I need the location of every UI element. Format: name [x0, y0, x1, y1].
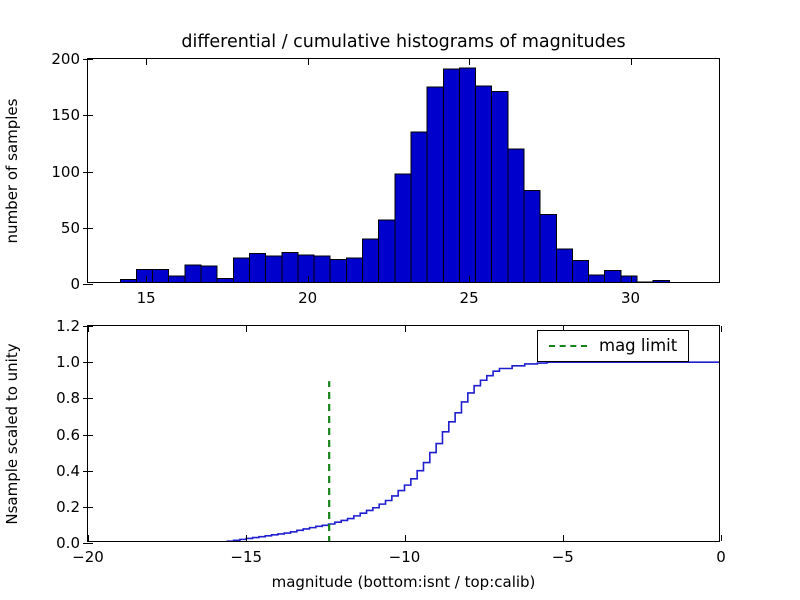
bottom-x-tick-bottom: [405, 535, 406, 541]
bottom-x-tick-top: [246, 326, 247, 332]
top-x-tick-top: [146, 59, 147, 65]
top-histogram-axes: number of samples 050100150200 15202530: [87, 58, 720, 283]
top-y-tick-inner: [88, 172, 93, 173]
top-x-tick-bottom: [631, 276, 632, 282]
bottom-x-axis-label: magnitude (bottom:isnt / top:calib): [88, 573, 719, 591]
top-y-tick-inner: [88, 228, 93, 229]
top-x-tick-label: 20: [298, 289, 317, 307]
bottom-cumulative-axes: mag limit Nsample scaled to unity magnit…: [87, 325, 720, 542]
bottom-y-tick-inner: [88, 362, 93, 363]
top-y-tick-inner: [88, 115, 93, 116]
top-x-tick-label: 15: [137, 289, 156, 307]
differential-histogram-bars: [88, 59, 719, 282]
bottom-x-tick-bottom: [563, 535, 564, 541]
top-x-tick-bottom: [146, 276, 147, 282]
bottom-y-tick-label: 1.0: [56, 353, 80, 371]
bottom-x-tick-label: 0: [716, 548, 726, 566]
bottom-x-tick-label: −20: [72, 548, 104, 566]
top-y-tick-label: 100: [51, 163, 80, 181]
mag-limit-legend-dash-icon: [549, 345, 587, 347]
top-y-tick-label: 200: [51, 50, 80, 68]
bottom-y-tick-inner: [88, 398, 93, 399]
bottom-y-tick-label: 0.8: [56, 389, 80, 407]
top-y-axis-label: number of samples: [3, 98, 21, 243]
top-x-tick-top: [308, 59, 309, 65]
bottom-x-tick-label: −5: [552, 548, 574, 566]
top-y-tick-label: 150: [51, 106, 80, 124]
bottom-y-axis-label: Nsample scaled to unity: [3, 343, 21, 524]
bottom-y-tick-inner: [88, 507, 93, 508]
top-y-tick-inner: [88, 59, 93, 60]
bottom-x-tick-top: [405, 326, 406, 332]
bottom-y-tick-inner: [88, 471, 93, 472]
bottom-x-tick-bottom: [721, 535, 722, 541]
bottom-x-tick-top: [88, 326, 89, 332]
top-x-tick-label: 30: [621, 289, 640, 307]
bottom-x-tick-label: −15: [230, 548, 262, 566]
top-x-tick-label: 25: [460, 289, 479, 307]
bottom-x-tick-bottom: [246, 535, 247, 541]
top-y-tick-label: 50: [61, 219, 80, 237]
bottom-x-tick-bottom: [88, 535, 89, 541]
bottom-y-tick-inner: [88, 543, 93, 544]
bottom-x-tick-top: [721, 326, 722, 332]
top-y-tick-inner: [88, 284, 93, 285]
legend[interactable]: mag limit: [537, 330, 689, 362]
legend-label-mag-limit: mag limit: [599, 336, 677, 355]
top-y-tick-label: 0: [70, 275, 80, 293]
figure-title: differential / cumulative histograms of …: [87, 32, 720, 52]
bottom-y-tick-label: 0.4: [56, 462, 80, 480]
bottom-y-tick-label: 0.2: [56, 498, 80, 516]
top-x-tick-top: [469, 59, 470, 65]
bottom-x-tick-label: −10: [389, 548, 421, 566]
bottom-y-tick-label: 1.2: [56, 317, 80, 335]
top-x-tick-top: [631, 59, 632, 65]
bottom-y-tick-label: 0.6: [56, 426, 80, 444]
top-plot-area: [88, 59, 719, 282]
top-x-tick-bottom: [469, 276, 470, 282]
matplotlib-figure: differential / cumulative histograms of …: [0, 0, 800, 600]
top-x-tick-bottom: [308, 276, 309, 282]
bottom-y-tick-inner: [88, 435, 93, 436]
